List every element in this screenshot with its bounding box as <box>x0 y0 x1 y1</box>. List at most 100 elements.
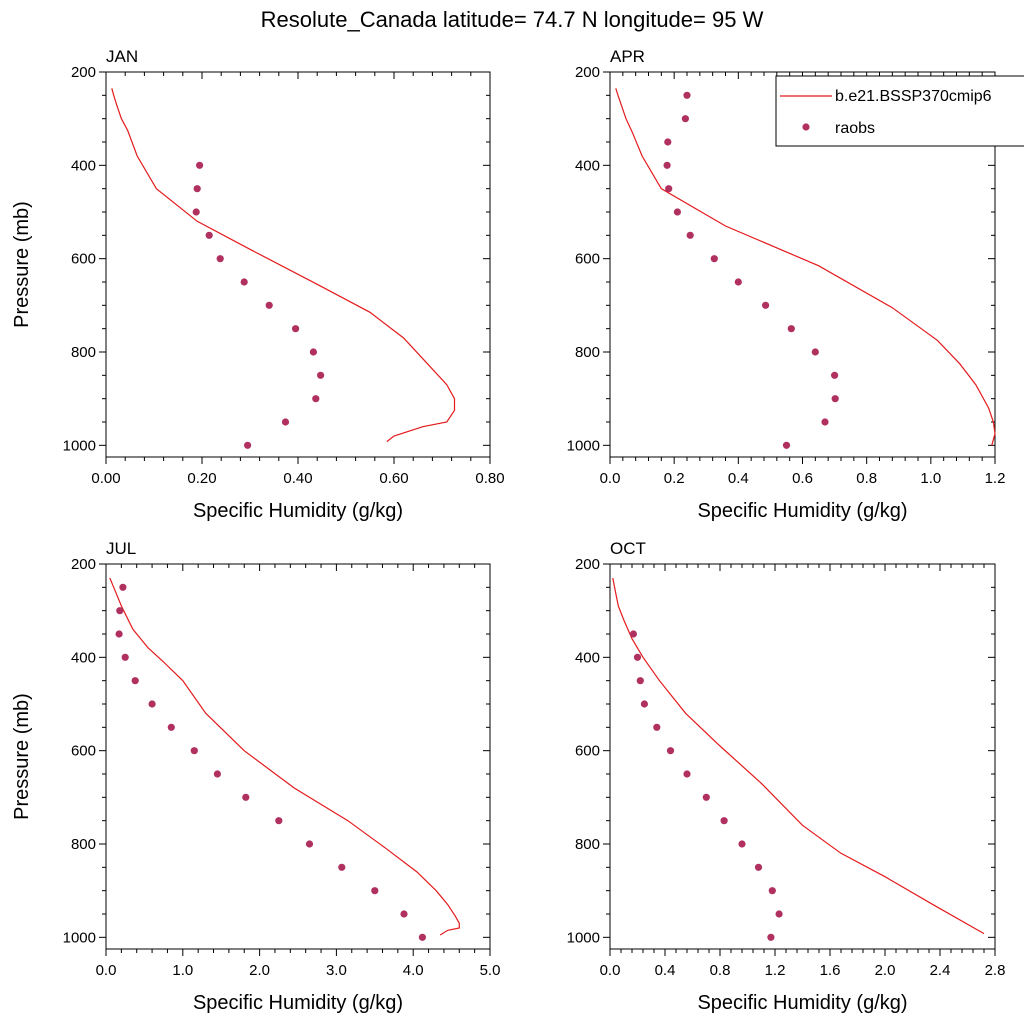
raobs-point <box>281 418 290 426</box>
y-axis-title: Pressure (mb) <box>11 201 33 328</box>
model-profile-line <box>109 577 460 936</box>
y-tick-label: 1000 <box>63 929 96 946</box>
x-tick-label: 1.6 <box>820 962 841 979</box>
x-tick-label: 2.4 <box>930 962 951 979</box>
raobs-point <box>782 441 791 449</box>
x-axis-title: Specific Humidity (g/kg) <box>193 992 403 1014</box>
raobs-point <box>663 161 671 169</box>
x-tick-label: 0.0 <box>600 962 621 979</box>
x-tick-label: 0.00 <box>91 470 120 487</box>
raobs-point <box>629 630 638 638</box>
y-axis-title: Pressure (mb) <box>11 693 33 820</box>
raobs-point <box>640 700 649 708</box>
raobs-point <box>121 653 129 661</box>
y-tick-label: 600 <box>575 251 600 268</box>
y-tick-label: 600 <box>71 251 96 268</box>
raobs-point <box>666 747 675 755</box>
raobs-point <box>167 723 175 731</box>
x-tick-label: 0.8 <box>856 470 877 487</box>
raobs-point <box>673 208 682 216</box>
x-tick-label: 0.0 <box>96 962 117 979</box>
raobs-point <box>312 395 320 403</box>
x-tick-label: 2.8 <box>985 962 1006 979</box>
y-tick-label: 800 <box>71 344 96 361</box>
raobs-point <box>131 677 139 685</box>
raobs-point <box>338 863 346 871</box>
panel-apr: APR 0.0 0.2 0.4 0.6 0.8 1.0 1.2 200 400 600 800 1000… <box>567 47 1006 522</box>
raobs-point <box>664 138 672 146</box>
panel-oct: OCT 0.0 0.4 0.8 1.2 1.6 2.0 2.4 2.8 200 400 600 800 1… <box>567 539 1006 1014</box>
legend-obs-label: raobs <box>835 120 875 137</box>
y-tick-label: 200 <box>71 556 96 573</box>
y-tick-label: 1000 <box>567 437 600 454</box>
raobs-point <box>683 91 691 99</box>
figure-title: Resolute_Canada latitude= 74.7 N longitu… <box>261 7 764 32</box>
x-tick-label: 0.4 <box>655 962 676 979</box>
x-tick-label: 0.4 <box>728 470 749 487</box>
legend-model-label: b.e21.BSSP370cmip6 <box>835 88 992 105</box>
panel-label: APR <box>610 47 645 66</box>
x-tick-label: 0.80 <box>475 470 504 487</box>
raobs-point <box>216 255 224 263</box>
raobs-point <box>775 910 783 918</box>
raobs-point <box>768 887 776 895</box>
raobs-point <box>665 185 673 193</box>
y-tick-label: 200 <box>71 64 96 81</box>
raobs-point <box>702 793 710 801</box>
plot-frame <box>105 71 491 458</box>
x-tick-label: 1.0 <box>920 470 941 487</box>
raobs-point <box>192 208 200 216</box>
raobs-point <box>811 348 819 356</box>
raobs-point <box>196 161 204 169</box>
x-tick-label: 0.0 <box>600 470 621 487</box>
panels: JAN 0.00 0.20 0.40 0.60 0.80 200 400 600 800 1000 S… <box>11 47 1005 1014</box>
x-axis-title: Specific Humidity (g/kg) <box>697 500 907 522</box>
model-profile-line <box>111 88 456 443</box>
x-tick-label: 5.0 <box>480 962 501 979</box>
raobs-point <box>119 583 127 591</box>
raobs-point <box>292 325 300 333</box>
raobs-point <box>317 371 325 379</box>
raobs-point <box>720 817 728 825</box>
y-tick-label: 400 <box>575 157 600 174</box>
raobs-point <box>787 325 795 333</box>
raobs-point <box>213 770 221 778</box>
x-tick-label: 0.20 <box>187 470 216 487</box>
raobs-point <box>400 910 408 918</box>
y-tick-label: 800 <box>71 836 96 853</box>
y-tick-label: 600 <box>575 743 600 760</box>
x-tick-label: 2.0 <box>249 962 270 979</box>
panel-label: JAN <box>106 47 138 66</box>
y-tick-label: 800 <box>575 344 600 361</box>
raobs-point <box>821 418 829 426</box>
raobs-point <box>309 348 317 356</box>
raobs-point <box>831 395 839 403</box>
panel-jul: JUL 0.0 1.0 2.0 3.0 4.0 5.0 200 400 600 800 1000 Spe… <box>11 539 500 1014</box>
raobs-point <box>418 933 426 941</box>
raobs-point <box>831 371 839 379</box>
x-tick-label: 0.6 <box>792 470 813 487</box>
legend: b.e21.BSSP370cmip6 raobs <box>775 75 1024 147</box>
x-axis-title: Specific Humidity (g/kg) <box>697 992 907 1014</box>
x-tick-label: 1.2 <box>985 470 1006 487</box>
y-tick-label: 1000 <box>567 929 600 946</box>
raobs-point <box>683 770 691 778</box>
raobs-point <box>767 933 775 941</box>
legend-obs-marker <box>802 123 810 131</box>
y-tick-label: 1000 <box>63 437 96 454</box>
panel-label: OCT <box>610 539 646 558</box>
x-tick-label: 0.2 <box>664 470 685 487</box>
x-axis-title: Specific Humidity (g/kg) <box>193 500 403 522</box>
legend-box <box>775 75 1024 147</box>
y-tick-label: 800 <box>575 836 600 853</box>
raobs-point <box>190 747 198 755</box>
y-tick-label: 200 <box>575 64 600 81</box>
raobs-point <box>240 278 248 286</box>
raobs-point <box>265 301 273 309</box>
y-tick-label: 400 <box>575 649 600 666</box>
raobs-point <box>275 817 283 825</box>
raobs-point <box>738 840 746 848</box>
raobs-point <box>710 255 718 263</box>
model-profile-line <box>615 88 996 446</box>
